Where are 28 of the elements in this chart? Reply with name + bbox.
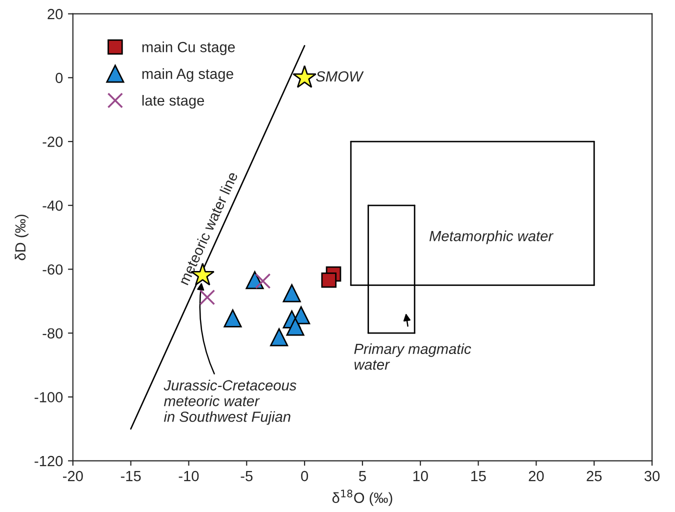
annotation: Primary magmatic water — [354, 343, 472, 370]
x-tick-label: 15 — [471, 471, 486, 482]
y-tick-label: -100 — [34, 392, 63, 402]
x-axis-title: δ$^{18}$O (‰) — [332, 490, 392, 506]
x-tick-label: -10 — [178, 470, 199, 482]
annotation: SMOW — [316, 71, 364, 82]
x-tick-label: 20 — [528, 470, 544, 482]
x-tick-label: -5 — [240, 471, 253, 482]
legend-label: main Cu stage — [142, 42, 235, 56]
annotation: Jurassic-Cretaceous meteoric water in Southwest Fujian — [164, 380, 296, 425]
annotation: Metamorphic water — [430, 230, 554, 244]
x-tick-label: 10 — [413, 470, 428, 482]
y-tick-label: -60 — [42, 264, 63, 275]
y-tick-label: 0 — [56, 72, 63, 84]
legend-label: late stage — [142, 94, 204, 109]
y-tick-label: 20 — [48, 8, 63, 20]
legend-label: main Ag stage — [142, 68, 234, 82]
y-tick-label: -20 — [42, 136, 63, 147]
x-tick-label: 30 — [644, 470, 660, 482]
x-tick-label: 0 — [301, 470, 308, 482]
y-tick-label: -40 — [42, 200, 63, 211]
x-tick-label: -20 — [63, 470, 83, 482]
y-tick-label: -80 — [42, 328, 63, 339]
y-axis-title: δD (‰) — [14, 214, 28, 260]
x-tick-label: 25 — [586, 470, 602, 482]
y-tick-label: -120 — [34, 456, 63, 466]
x-tick-label: -15 — [120, 471, 141, 482]
x-tick-label: 5 — [359, 471, 366, 482]
